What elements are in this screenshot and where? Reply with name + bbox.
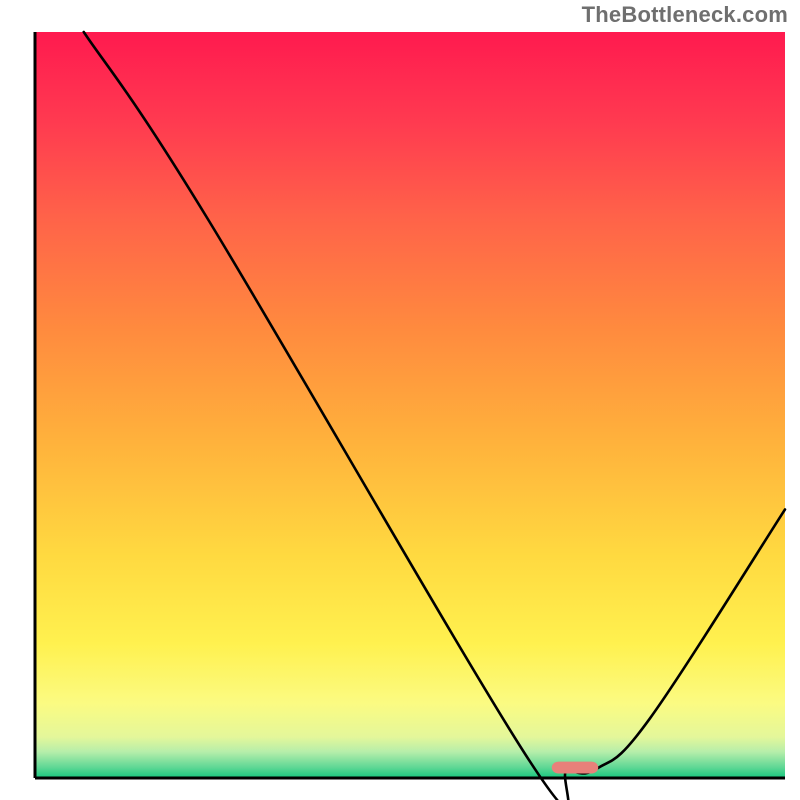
bottleneck-chart (0, 0, 800, 800)
minimum-marker (552, 762, 599, 774)
chart-background (35, 32, 785, 778)
watermark-text: TheBottleneck.com (582, 2, 788, 28)
